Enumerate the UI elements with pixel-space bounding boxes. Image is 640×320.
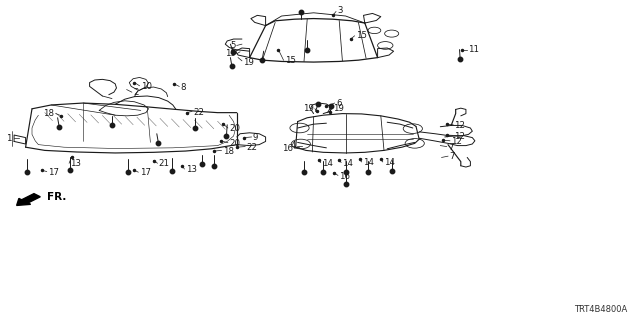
Text: 18: 18 [223,147,234,156]
Text: 7: 7 [448,143,454,152]
Text: 16: 16 [282,144,293,153]
Text: 21: 21 [159,159,170,168]
Text: 12: 12 [454,132,465,140]
Text: 20: 20 [229,139,240,148]
Text: 14: 14 [342,159,353,168]
Text: 5: 5 [230,41,236,50]
Text: 3: 3 [337,6,343,15]
Text: 17: 17 [140,168,150,177]
Text: 19: 19 [243,58,254,67]
Text: 14: 14 [363,158,374,167]
Text: 12: 12 [451,137,462,146]
Text: 10: 10 [141,82,152,91]
Text: 16: 16 [339,172,350,180]
Text: 18: 18 [44,109,54,118]
Text: 7: 7 [449,152,455,161]
Text: TRT4B4800A: TRT4B4800A [574,305,627,314]
Text: 22: 22 [246,143,257,152]
Text: 19: 19 [225,49,236,58]
Text: 14: 14 [384,158,395,167]
Text: 19: 19 [303,104,314,113]
Text: 12: 12 [454,121,465,130]
Text: 19: 19 [333,104,344,113]
Text: 15: 15 [285,56,296,65]
Text: 20: 20 [229,124,240,133]
Text: 4: 4 [290,141,296,150]
Text: 8: 8 [180,83,186,92]
Text: 6: 6 [336,99,342,108]
Text: 2: 2 [133,88,139,97]
FancyArrow shape [17,194,40,205]
Text: FR.: FR. [47,192,66,202]
Text: 17: 17 [48,168,59,177]
Text: 11: 11 [468,45,479,54]
Text: 1: 1 [6,134,12,143]
Text: 13: 13 [186,165,196,174]
Text: 13: 13 [70,159,81,168]
Text: 22: 22 [193,108,204,116]
Text: 14: 14 [322,159,333,168]
Text: 15: 15 [356,31,367,40]
Text: 9: 9 [253,133,258,142]
